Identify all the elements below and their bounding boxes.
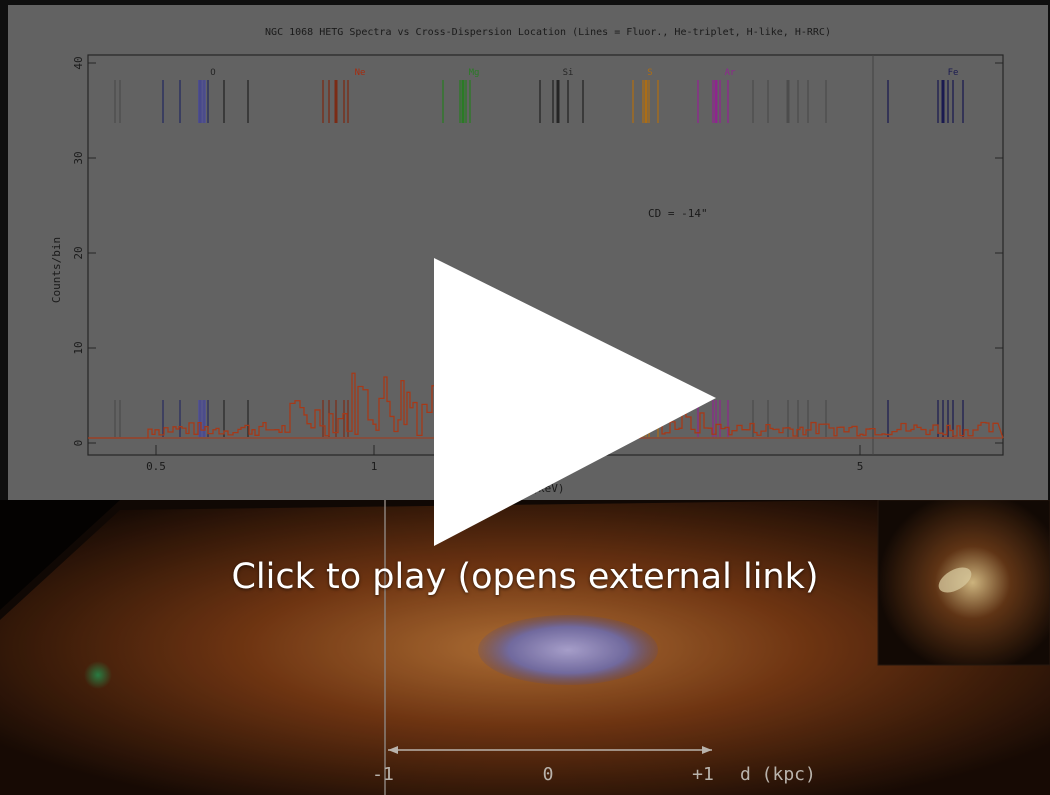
plot-title: NGC 1068 HETG Spectra vs Cross-Dispersio… — [265, 27, 831, 38]
y-tick-label: 30 — [72, 151, 85, 164]
scale-unit: d (kpc) — [740, 764, 816, 785]
x-tick-label: 1 — [371, 460, 378, 473]
line-label: Ar — [725, 68, 736, 78]
line-label: Si — [563, 68, 574, 78]
scale-label-left: -1 — [372, 764, 394, 785]
play-caption[interactable]: Click to play (opens external link) — [231, 557, 819, 597]
galaxy-image: -1 0 +1 d (kpc) — [0, 499, 1050, 795]
line-label: O — [210, 68, 215, 78]
y-tick-label: 0 — [72, 440, 85, 447]
y-ticks: 0 10 20 30 40 — [72, 56, 1003, 446]
x-tick-label: 0.5 — [146, 460, 166, 473]
y-tick-label: 20 — [72, 246, 85, 259]
scale-label-center: 0 — [543, 764, 554, 785]
y-axis-label: Counts/bin — [50, 237, 63, 303]
galaxy-image-panel: -1 0 +1 d (kpc) — [0, 499, 1050, 795]
cd-annotation: CD = -14" — [648, 207, 708, 220]
line-band — [198, 80, 206, 123]
play-icon[interactable] — [430, 258, 730, 548]
line-label: S — [647, 68, 652, 78]
line-label: Mg — [469, 68, 480, 78]
line-labels: O Ne Mg Si S Ar Fe — [210, 68, 958, 78]
y-tick-label: 10 — [72, 341, 85, 354]
line-label: Fe — [948, 68, 959, 78]
scale-label-right: +1 — [692, 764, 714, 785]
galaxy-core — [478, 615, 658, 685]
x-tick-label: 5 — [857, 460, 864, 473]
y-tick-label: 40 — [72, 56, 85, 69]
line-label: Ne — [355, 68, 366, 78]
x-ticks: 0.5 1 5 — [146, 445, 863, 473]
line-band — [198, 400, 206, 437]
